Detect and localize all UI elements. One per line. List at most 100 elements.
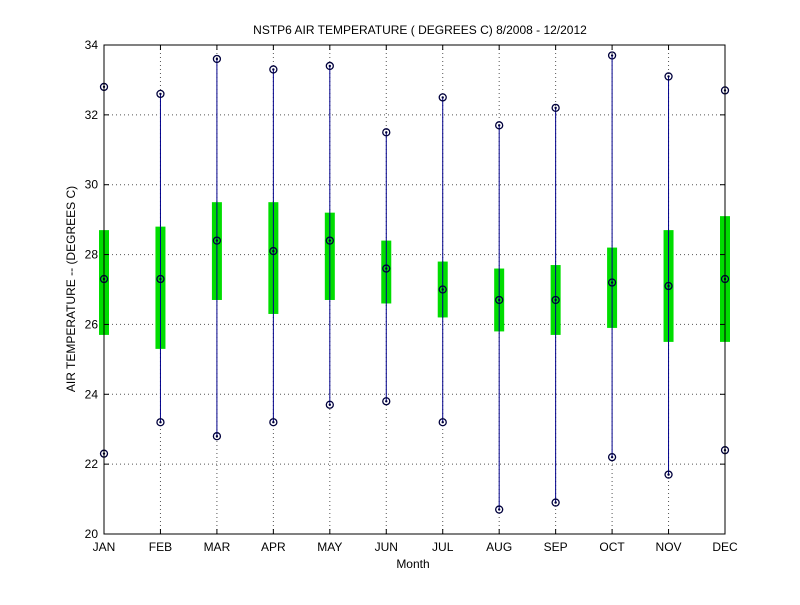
median-marker xyxy=(664,281,673,291)
y-tick-label: 22 xyxy=(85,457,99,471)
median-marker xyxy=(551,295,560,305)
median-marker-dot xyxy=(497,298,501,302)
x-tick-label: AUG xyxy=(486,540,512,554)
min-marker xyxy=(664,470,673,479)
x-tick-label: APR xyxy=(261,540,286,554)
min-marker xyxy=(212,432,222,441)
box-group-may xyxy=(324,61,335,409)
box-group-jul xyxy=(437,93,448,427)
max-marker-dot xyxy=(441,96,444,99)
median-marker xyxy=(156,274,165,284)
max-marker-dot xyxy=(610,54,614,57)
max-marker xyxy=(156,89,165,99)
y-tick-label: 26 xyxy=(85,317,99,331)
max-marker xyxy=(495,121,504,130)
plot-area xyxy=(99,51,730,514)
box-group-feb xyxy=(155,89,166,427)
x-axis-label: Month xyxy=(396,557,429,571)
x-tick-label: DEC xyxy=(712,540,738,554)
x-tick-label: OCT xyxy=(599,540,625,554)
median-marker xyxy=(438,285,447,294)
box-group-oct xyxy=(607,51,618,462)
max-marker xyxy=(607,51,617,60)
median-marker xyxy=(382,264,391,273)
median-marker-dot xyxy=(328,239,332,242)
median-marker xyxy=(269,246,278,256)
min-marker-dot xyxy=(497,508,501,511)
min-marker-dot xyxy=(328,403,332,406)
max-marker xyxy=(382,128,391,137)
max-marker-dot xyxy=(159,92,162,96)
box-group-sep xyxy=(550,103,561,507)
min-marker-dot xyxy=(610,455,614,459)
max-marker-dot xyxy=(215,57,219,61)
min-marker-dot xyxy=(554,501,557,504)
min-marker-dot xyxy=(272,421,275,424)
min-marker-dot xyxy=(385,400,388,403)
max-marker-dot xyxy=(554,106,557,110)
y-tick-label: 24 xyxy=(85,387,99,401)
axes-frame xyxy=(103,44,726,535)
box-group-apr xyxy=(268,65,279,427)
axes: 20 22 24 26 28 30 32 34 JAN FEB MAR APR MAY JUN JUL AUG… xyxy=(85,38,738,554)
max-marker-dot xyxy=(385,131,388,134)
median-marker xyxy=(607,278,617,287)
max-marker xyxy=(664,72,673,81)
x-tick-label: FEB xyxy=(149,540,172,554)
max-marker-dot xyxy=(328,64,332,68)
max-marker xyxy=(325,61,334,71)
min-marker xyxy=(269,418,278,427)
x-tick-label: JUN xyxy=(375,540,398,554)
chart-title: NSTP6 AIR TEMPERATURE ( DEGREES C) 8/200… xyxy=(253,23,587,37)
median-marker-dot xyxy=(610,281,614,284)
median-marker-dot xyxy=(272,249,275,253)
x-tick-label: SEP xyxy=(544,540,568,554)
x-tick-label: JUL xyxy=(432,540,454,554)
grid xyxy=(104,45,725,534)
min-marker xyxy=(156,418,165,427)
y-tick-label: 32 xyxy=(85,108,99,122)
y-axis-label: AIR TEMPERATURE -- (DEGREES C) xyxy=(64,186,78,392)
box-group-mar xyxy=(211,54,222,441)
median-marker xyxy=(495,295,504,305)
y-tick-label: 34 xyxy=(85,38,99,52)
max-marker xyxy=(212,54,222,64)
median-marker-dot xyxy=(159,277,162,281)
box-group-jun xyxy=(381,128,392,406)
median-marker-dot xyxy=(215,239,219,242)
median-marker-dot xyxy=(441,288,444,291)
min-marker xyxy=(495,505,504,514)
max-marker-dot xyxy=(272,68,275,71)
x-tick-label: MAY xyxy=(317,540,342,554)
min-marker xyxy=(382,397,391,406)
min-marker xyxy=(551,498,560,507)
median-marker-dot xyxy=(554,298,557,302)
min-marker xyxy=(325,400,334,409)
max-marker-dot xyxy=(667,75,670,78)
labels: NSTP6 AIR TEMPERATURE ( DEGREES C) 8/200… xyxy=(64,23,587,571)
x-tick-label: JAN xyxy=(93,540,116,554)
y-tick-label: 28 xyxy=(85,248,99,262)
x-tick-label: NOV xyxy=(656,540,682,554)
x-tick-label: MAR xyxy=(204,540,231,554)
box-group-aug xyxy=(494,121,505,514)
y-tick-label: 30 xyxy=(85,178,99,192)
max-marker xyxy=(438,93,447,102)
median-marker xyxy=(212,236,222,245)
median-marker-dot xyxy=(667,284,670,288)
min-marker-dot xyxy=(441,421,444,424)
max-marker xyxy=(551,103,560,113)
box-group-nov xyxy=(663,72,674,479)
median-marker xyxy=(325,236,334,245)
max-marker xyxy=(269,65,278,74)
max-marker-dot xyxy=(497,124,501,127)
min-marker-dot xyxy=(667,473,670,476)
min-marker xyxy=(438,418,447,427)
median-marker-dot xyxy=(385,267,388,270)
min-marker-dot xyxy=(159,421,162,424)
y-tick-label: 20 xyxy=(85,527,99,541)
min-marker xyxy=(607,453,617,462)
min-marker-dot xyxy=(215,435,219,438)
